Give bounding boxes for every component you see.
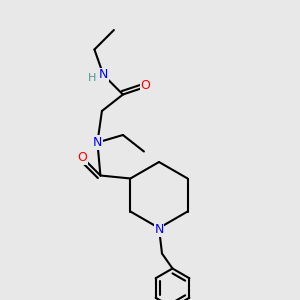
- Text: N: N: [93, 136, 102, 149]
- Text: N: N: [99, 68, 108, 82]
- Text: H: H: [88, 73, 96, 83]
- Text: N: N: [154, 223, 164, 236]
- Text: O: O: [77, 151, 87, 164]
- Text: O: O: [140, 79, 150, 92]
